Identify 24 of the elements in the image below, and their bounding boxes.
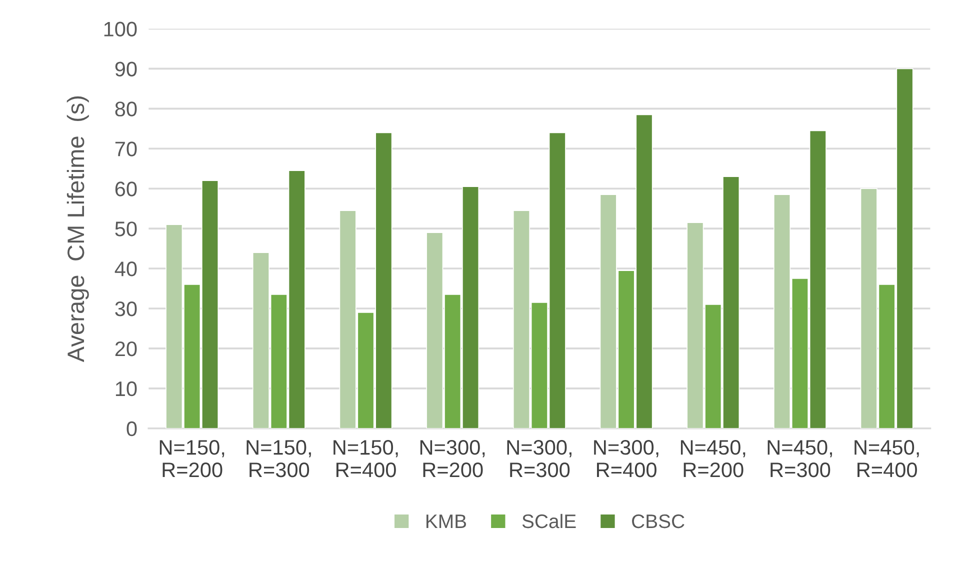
y-tick-label: 30 bbox=[115, 301, 137, 316]
y-tick-label: 10 bbox=[116, 381, 137, 396]
x-tick-label: N=450, R=300 bbox=[768, 440, 832, 478]
y-tick-label: 20 bbox=[115, 341, 137, 356]
x-tick-label: N=450, R=200 bbox=[680, 440, 746, 478]
legend-label: SCalE bbox=[522, 514, 576, 528]
y-tick-label: 90 bbox=[115, 62, 137, 76]
legend-label: KMB bbox=[426, 514, 466, 528]
y-tick-label: 60 bbox=[115, 182, 137, 196]
x-tick-label: N=150, R=300 bbox=[246, 440, 311, 478]
y-tick-label: 70 bbox=[115, 142, 137, 156]
y-tick-label: 40 bbox=[114, 262, 137, 276]
x-tick-label: N=300, R=200 bbox=[420, 440, 485, 478]
x-tick-label: N=450, R=400 bbox=[854, 440, 919, 478]
x-tick-label: N=150, R=200 bbox=[160, 440, 224, 478]
y-axis-title: Average CM Lifetime (s) bbox=[66, 96, 89, 362]
y-tick-label: 80 bbox=[115, 102, 137, 116]
legend-label: CBSC bbox=[632, 514, 684, 528]
y-tick-label: 0 bbox=[126, 421, 137, 436]
y-tick-label: 100 bbox=[104, 22, 137, 37]
y-tick-label: 50 bbox=[115, 222, 137, 236]
x-tick-label: N=300, R=300 bbox=[507, 440, 572, 478]
x-tick-label: N=300, R=400 bbox=[594, 440, 658, 478]
x-tick-label: N=150, R=400 bbox=[334, 440, 398, 478]
